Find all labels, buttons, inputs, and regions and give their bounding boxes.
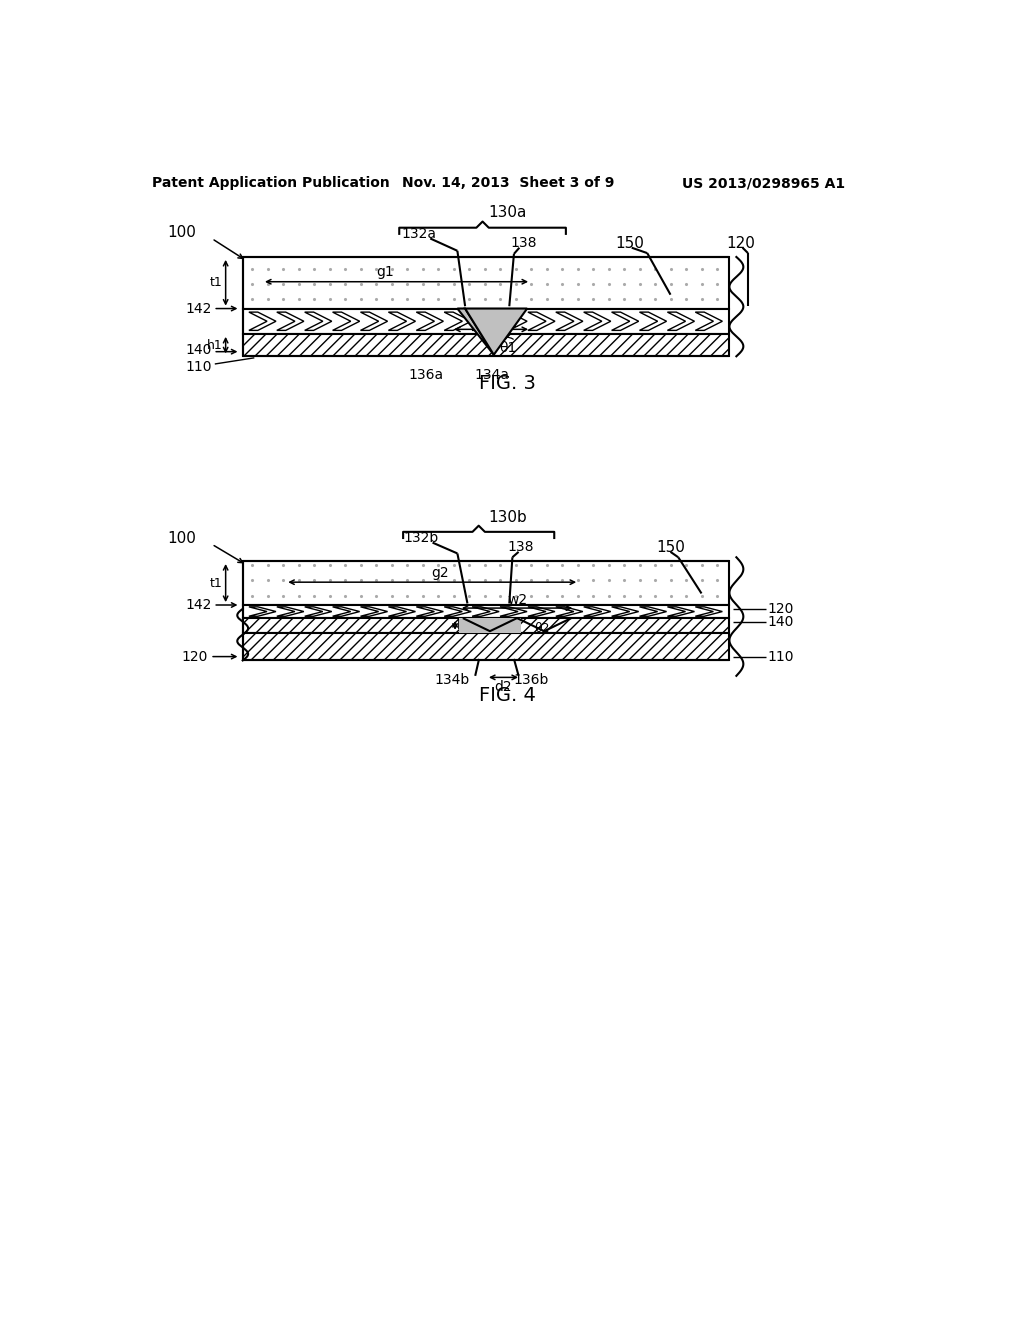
Text: 100: 100	[167, 224, 197, 240]
Text: Patent Application Publication: Patent Application Publication	[153, 176, 390, 190]
Bar	[243, 618, 729, 632]
Text: d2: d2	[495, 680, 512, 693]
Bar	[243, 605, 729, 618]
Text: 140: 140	[185, 343, 212, 358]
Text: 136b: 136b	[513, 673, 549, 688]
Text: 140: 140	[767, 615, 794, 628]
Text: d1: d1	[504, 317, 519, 330]
Text: 134a: 134a	[475, 368, 510, 381]
Text: 130b: 130b	[488, 511, 527, 525]
Text: θ1: θ1	[499, 341, 516, 355]
Text: 136a: 136a	[409, 368, 444, 381]
Bar	[243, 257, 729, 309]
Bar	[243, 632, 729, 660]
Text: θ2: θ2	[535, 622, 550, 635]
Text: w1: w1	[484, 313, 505, 327]
Text: 132a: 132a	[401, 227, 436, 240]
Text: 138: 138	[508, 540, 535, 554]
Bar	[243, 561, 729, 605]
Text: 120: 120	[767, 602, 794, 616]
Text: 132b: 132b	[403, 531, 438, 545]
Text: w2: w2	[507, 594, 527, 607]
Text: h1: h1	[207, 339, 222, 351]
Text: 120: 120	[726, 235, 755, 251]
Text: t1: t1	[210, 276, 222, 289]
Text: h2: h2	[457, 619, 472, 632]
Text: 120: 120	[181, 649, 208, 664]
Text: 110: 110	[767, 649, 794, 664]
Text: θ2: θ2	[500, 622, 515, 635]
Text: 142: 142	[185, 598, 212, 612]
Text: 142: 142	[185, 301, 212, 315]
Text: 134b: 134b	[434, 673, 470, 688]
Text: 130a: 130a	[488, 205, 527, 220]
Text: US 2013/0298965 A1: US 2013/0298965 A1	[682, 176, 845, 190]
Text: t1: t1	[210, 577, 222, 590]
Polygon shape	[458, 309, 494, 355]
Polygon shape	[465, 309, 527, 355]
Text: FIG. 4: FIG. 4	[479, 686, 537, 705]
Text: g2: g2	[431, 566, 449, 579]
Text: Nov. 14, 2013  Sheet 3 of 9: Nov. 14, 2013 Sheet 3 of 9	[401, 176, 614, 190]
Text: 138: 138	[510, 236, 537, 249]
Bar	[243, 334, 729, 356]
Text: 100: 100	[167, 531, 197, 545]
Text: FIG. 3: FIG. 3	[479, 374, 537, 393]
Text: 150: 150	[615, 235, 645, 251]
Text: g1: g1	[376, 265, 394, 280]
Bar	[459, 618, 521, 632]
Bar	[243, 309, 729, 334]
Text: 110: 110	[185, 360, 212, 374]
Text: 150: 150	[656, 540, 685, 554]
